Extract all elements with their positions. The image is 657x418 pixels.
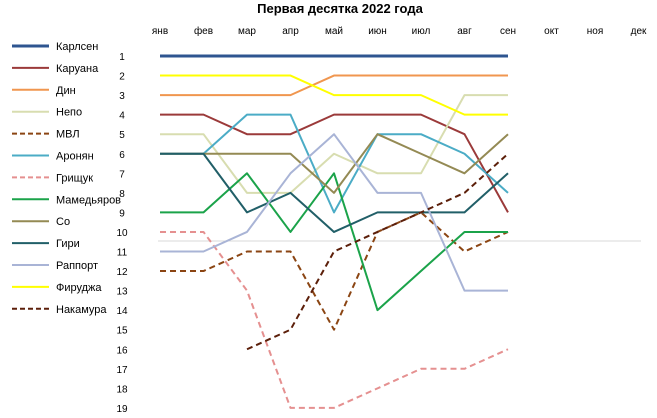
series-line (160, 152, 509, 233)
series-line (160, 113, 509, 213)
y-tick-label: 10 (116, 228, 128, 239)
series-line (160, 133, 508, 292)
y-tick-label: 7 (119, 169, 125, 180)
y-tick-label: 1 (119, 52, 125, 63)
y-tick-label: 5 (119, 130, 125, 141)
series-lines (160, 54, 509, 409)
legend-label: Непо (56, 107, 82, 119)
y-tick-label: 12 (116, 267, 128, 278)
y-tick-label: 15 (116, 326, 128, 337)
series-line (246, 153, 509, 351)
x-tick-label: мар (238, 26, 256, 37)
legend-label: Гири (56, 238, 80, 250)
y-tick-label: 14 (116, 306, 128, 317)
legend-entry: Со (12, 216, 70, 228)
y-tick-label: 9 (119, 208, 125, 219)
x-axis-ticks: янв фев мар апр май июн июл авг сен окт ноя дек (152, 25, 647, 37)
series-line (160, 230, 509, 409)
x-tick-label: сен (500, 26, 516, 37)
y-tick-label: 19 (116, 404, 128, 415)
x-tick-label: авг (457, 26, 472, 37)
series-line (160, 113, 509, 214)
y-tick-label: 17 (116, 365, 128, 376)
series-line (160, 172, 508, 312)
legend-entry: Фируджа (12, 282, 102, 294)
legend-label: Карлсен (56, 41, 98, 53)
legend-label: Аронян (56, 151, 94, 163)
x-tick-label: фев (194, 25, 213, 37)
x-tick-label: июн (368, 26, 387, 37)
x-tick-label: ноя (587, 26, 604, 37)
x-tick-label: окт (544, 26, 559, 37)
legend-entry: Карлсен (12, 41, 98, 53)
x-tick-label: дек (631, 26, 647, 37)
legend-entry: Раппорт (12, 260, 98, 272)
legend-entry: Мамедьяров (12, 194, 121, 206)
y-tick-label: 13 (116, 287, 128, 298)
legend-label: Фируджа (56, 282, 102, 294)
x-tick-label: май (325, 26, 343, 37)
y-tick-label: 6 (119, 150, 125, 161)
legend-entry: Дин (12, 85, 76, 97)
legend-entry: Каруана (12, 63, 99, 75)
legend: Карлсен Каруана Дин Непо МВЛ Аронян Грищук Маме… (12, 41, 121, 316)
y-tick-label: 11 (117, 248, 128, 259)
legend-entry: Накамура (12, 304, 107, 316)
legend-entry: Непо (12, 107, 82, 119)
series-line (160, 74, 508, 116)
legend-label: Раппорт (56, 260, 98, 272)
series-line (160, 211, 509, 331)
series-line (160, 133, 509, 194)
legend-label: Мамедьяров (56, 194, 121, 206)
legend-label: Накамура (56, 304, 107, 316)
y-tick-label: 18 (116, 384, 128, 395)
y-tick-label: 3 (119, 91, 125, 102)
legend-entry: МВЛ (12, 129, 80, 141)
legend-label: Дин (56, 85, 76, 97)
y-tick-label: 16 (116, 345, 128, 356)
series-line (160, 74, 508, 97)
legend-entry: Гири (12, 238, 80, 250)
y-tick-label: 4 (119, 111, 125, 122)
x-tick-label: янв (152, 26, 168, 37)
legend-label: МВЛ (56, 129, 80, 141)
legend-entry: Аронян (12, 151, 94, 163)
chart-title: Первая десятка 2022 года (257, 1, 423, 16)
legend-label: Каруана (56, 63, 99, 75)
x-tick-label: апр (282, 26, 299, 37)
y-tick-label: 2 (119, 72, 125, 83)
legend-entry: Грищук (12, 172, 93, 184)
y-tick-label: 8 (119, 189, 125, 200)
x-tick-label: июл (412, 26, 431, 37)
legend-label: Грищук (56, 172, 93, 184)
legend-label: Со (56, 216, 70, 228)
